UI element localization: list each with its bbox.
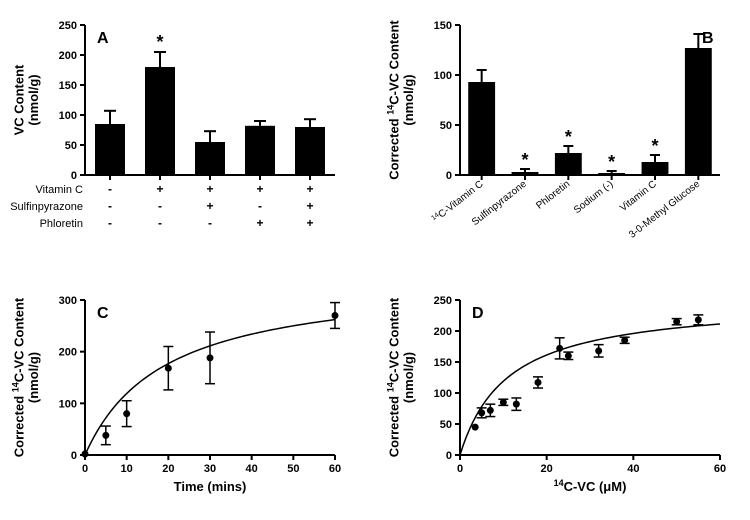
svg-text:*: * xyxy=(156,32,163,52)
svg-text:+: + xyxy=(206,199,213,213)
svg-text:0: 0 xyxy=(457,463,463,475)
svg-text:Time (mins): Time (mins) xyxy=(174,479,247,494)
svg-text:Sulfinpyrazone: Sulfinpyrazone xyxy=(10,201,83,213)
svg-text:A: A xyxy=(97,30,109,47)
svg-text:300: 300 xyxy=(59,295,77,307)
svg-text:30: 30 xyxy=(204,463,216,475)
svg-text:0: 0 xyxy=(82,463,88,475)
svg-text:40: 40 xyxy=(627,463,639,475)
svg-text:20: 20 xyxy=(541,463,553,475)
svg-text:-: - xyxy=(258,199,262,213)
svg-text:B: B xyxy=(702,30,714,47)
svg-text:150: 150 xyxy=(434,20,452,32)
svg-text:Phloretin: Phloretin xyxy=(40,218,83,230)
svg-text:250: 250 xyxy=(434,295,452,307)
svg-text:Vitamin C: Vitamin C xyxy=(36,184,84,196)
svg-text:50: 50 xyxy=(440,120,452,132)
svg-text:14C-VC (μM): 14C-VC (μM) xyxy=(554,478,627,494)
svg-text:*: * xyxy=(521,150,528,170)
svg-text:50: 50 xyxy=(440,419,452,431)
svg-text:10: 10 xyxy=(121,463,133,475)
figure: 050100150200250VC Content(nmol/g)*AVitam… xyxy=(0,0,750,520)
svg-text:200: 200 xyxy=(59,347,77,359)
svg-text:-: - xyxy=(108,199,112,213)
svg-text:+: + xyxy=(256,216,263,230)
svg-text:150: 150 xyxy=(434,357,452,369)
svg-text:D: D xyxy=(472,305,484,322)
svg-text:100: 100 xyxy=(434,70,452,82)
svg-text:-: - xyxy=(158,216,162,230)
svg-text:+: + xyxy=(256,182,263,196)
svg-text:*: * xyxy=(651,136,658,156)
svg-text:100: 100 xyxy=(59,110,77,122)
svg-text:VC Content(nmol/g): VC Content(nmol/g) xyxy=(12,64,41,135)
svg-text:250: 250 xyxy=(59,20,77,32)
svg-text:-: - xyxy=(208,216,212,230)
svg-text:0: 0 xyxy=(446,170,452,182)
svg-text:60: 60 xyxy=(714,463,726,475)
svg-text:-: - xyxy=(108,216,112,230)
svg-text:200: 200 xyxy=(434,326,452,338)
svg-text:+: + xyxy=(306,199,313,213)
svg-text:50: 50 xyxy=(287,463,299,475)
svg-text:0: 0 xyxy=(446,450,452,462)
svg-text:+: + xyxy=(156,182,163,196)
svg-text:+: + xyxy=(206,182,213,196)
svg-text:*: * xyxy=(608,152,615,172)
svg-text:0: 0 xyxy=(71,170,77,182)
svg-text:200: 200 xyxy=(59,50,77,62)
svg-text:+: + xyxy=(306,216,313,230)
svg-text:20: 20 xyxy=(162,463,174,475)
svg-text:50: 50 xyxy=(65,140,77,152)
svg-text:C: C xyxy=(97,305,109,322)
svg-text:60: 60 xyxy=(329,463,341,475)
svg-text:-: - xyxy=(158,199,162,213)
svg-text:100: 100 xyxy=(59,398,77,410)
svg-text:40: 40 xyxy=(246,463,258,475)
svg-text:*: * xyxy=(565,127,572,147)
svg-text:0: 0 xyxy=(71,450,77,462)
svg-text:150: 150 xyxy=(59,80,77,92)
svg-text:-: - xyxy=(108,182,112,196)
svg-text:+: + xyxy=(306,182,313,196)
svg-text:100: 100 xyxy=(434,388,452,400)
